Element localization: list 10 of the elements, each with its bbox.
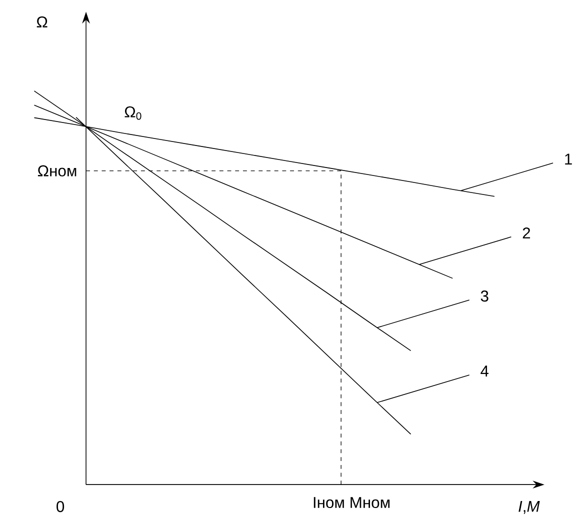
text: Iном Mном [314,497,390,508]
text: 4 [480,366,489,377]
annotation: Ω$_{0}$ [124,106,142,120]
y-axis-title: Ω [36,16,48,28]
text: 1 [565,154,572,165]
text: 2 [522,228,530,239]
x-axis-title: I,M [518,501,540,514]
text: 3 [480,290,488,302]
ref-line-label: Ωном [38,165,76,176]
text: 0 [56,501,64,512]
